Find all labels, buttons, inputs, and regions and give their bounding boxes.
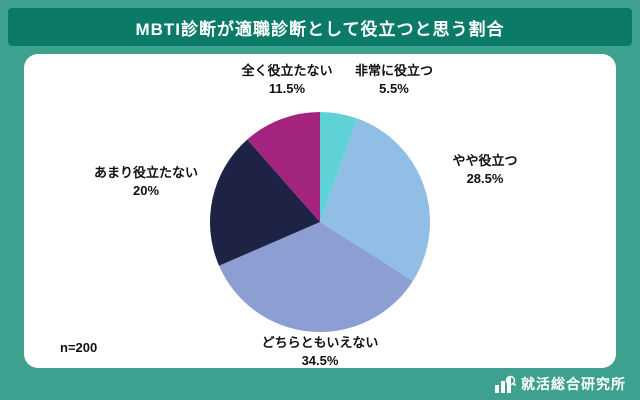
slice-percent: 11.5% [268, 81, 306, 96]
slice-name: やや役立つ [452, 153, 518, 168]
slice-percent: 5.5% [379, 81, 409, 96]
pie-slice-2 [219, 222, 413, 333]
slice-name: 非常に役立つ [354, 63, 433, 78]
slice-label-not-useful-at-all: 全く役立たない 11.5% [217, 62, 357, 98]
slice-percent: 28.5% [466, 171, 504, 186]
pie-chart [210, 112, 431, 333]
slice-label-neither: どちらともいえない 34.5% [240, 334, 400, 370]
slice-name: 全く役立たない [241, 63, 333, 78]
brand-logo: 就活総合研究所 [494, 373, 626, 395]
pie-slice-3 [210, 139, 320, 266]
slice-percent: 34.5% [301, 353, 339, 368]
pie-slice-4 [247, 112, 320, 222]
slice-name: あまり役立たない [93, 165, 198, 180]
slice-percent: 20% [132, 183, 160, 198]
pie-slice-0 [320, 112, 358, 222]
title-bar: MBTI診断が適職診断として役立つと思う割合 [8, 8, 632, 46]
brand-name: 就活総合研究所 [521, 376, 626, 392]
slice-label-not-very-useful: あまり役立たない 20% [76, 164, 216, 200]
slice-label-very-useful: 非常に役立つ 5.5% [324, 62, 464, 98]
page-title: MBTI診断が適職診断として役立つと思う割合 [135, 19, 505, 39]
bar-chart-magnifier-icon [495, 375, 516, 393]
slice-name: どちらともいえない [261, 335, 379, 350]
sample-size-label: n=200 [60, 340, 98, 355]
pie-slice-1 [320, 118, 431, 281]
slice-label-somewhat-useful: やや役立つ 28.5% [425, 152, 545, 188]
